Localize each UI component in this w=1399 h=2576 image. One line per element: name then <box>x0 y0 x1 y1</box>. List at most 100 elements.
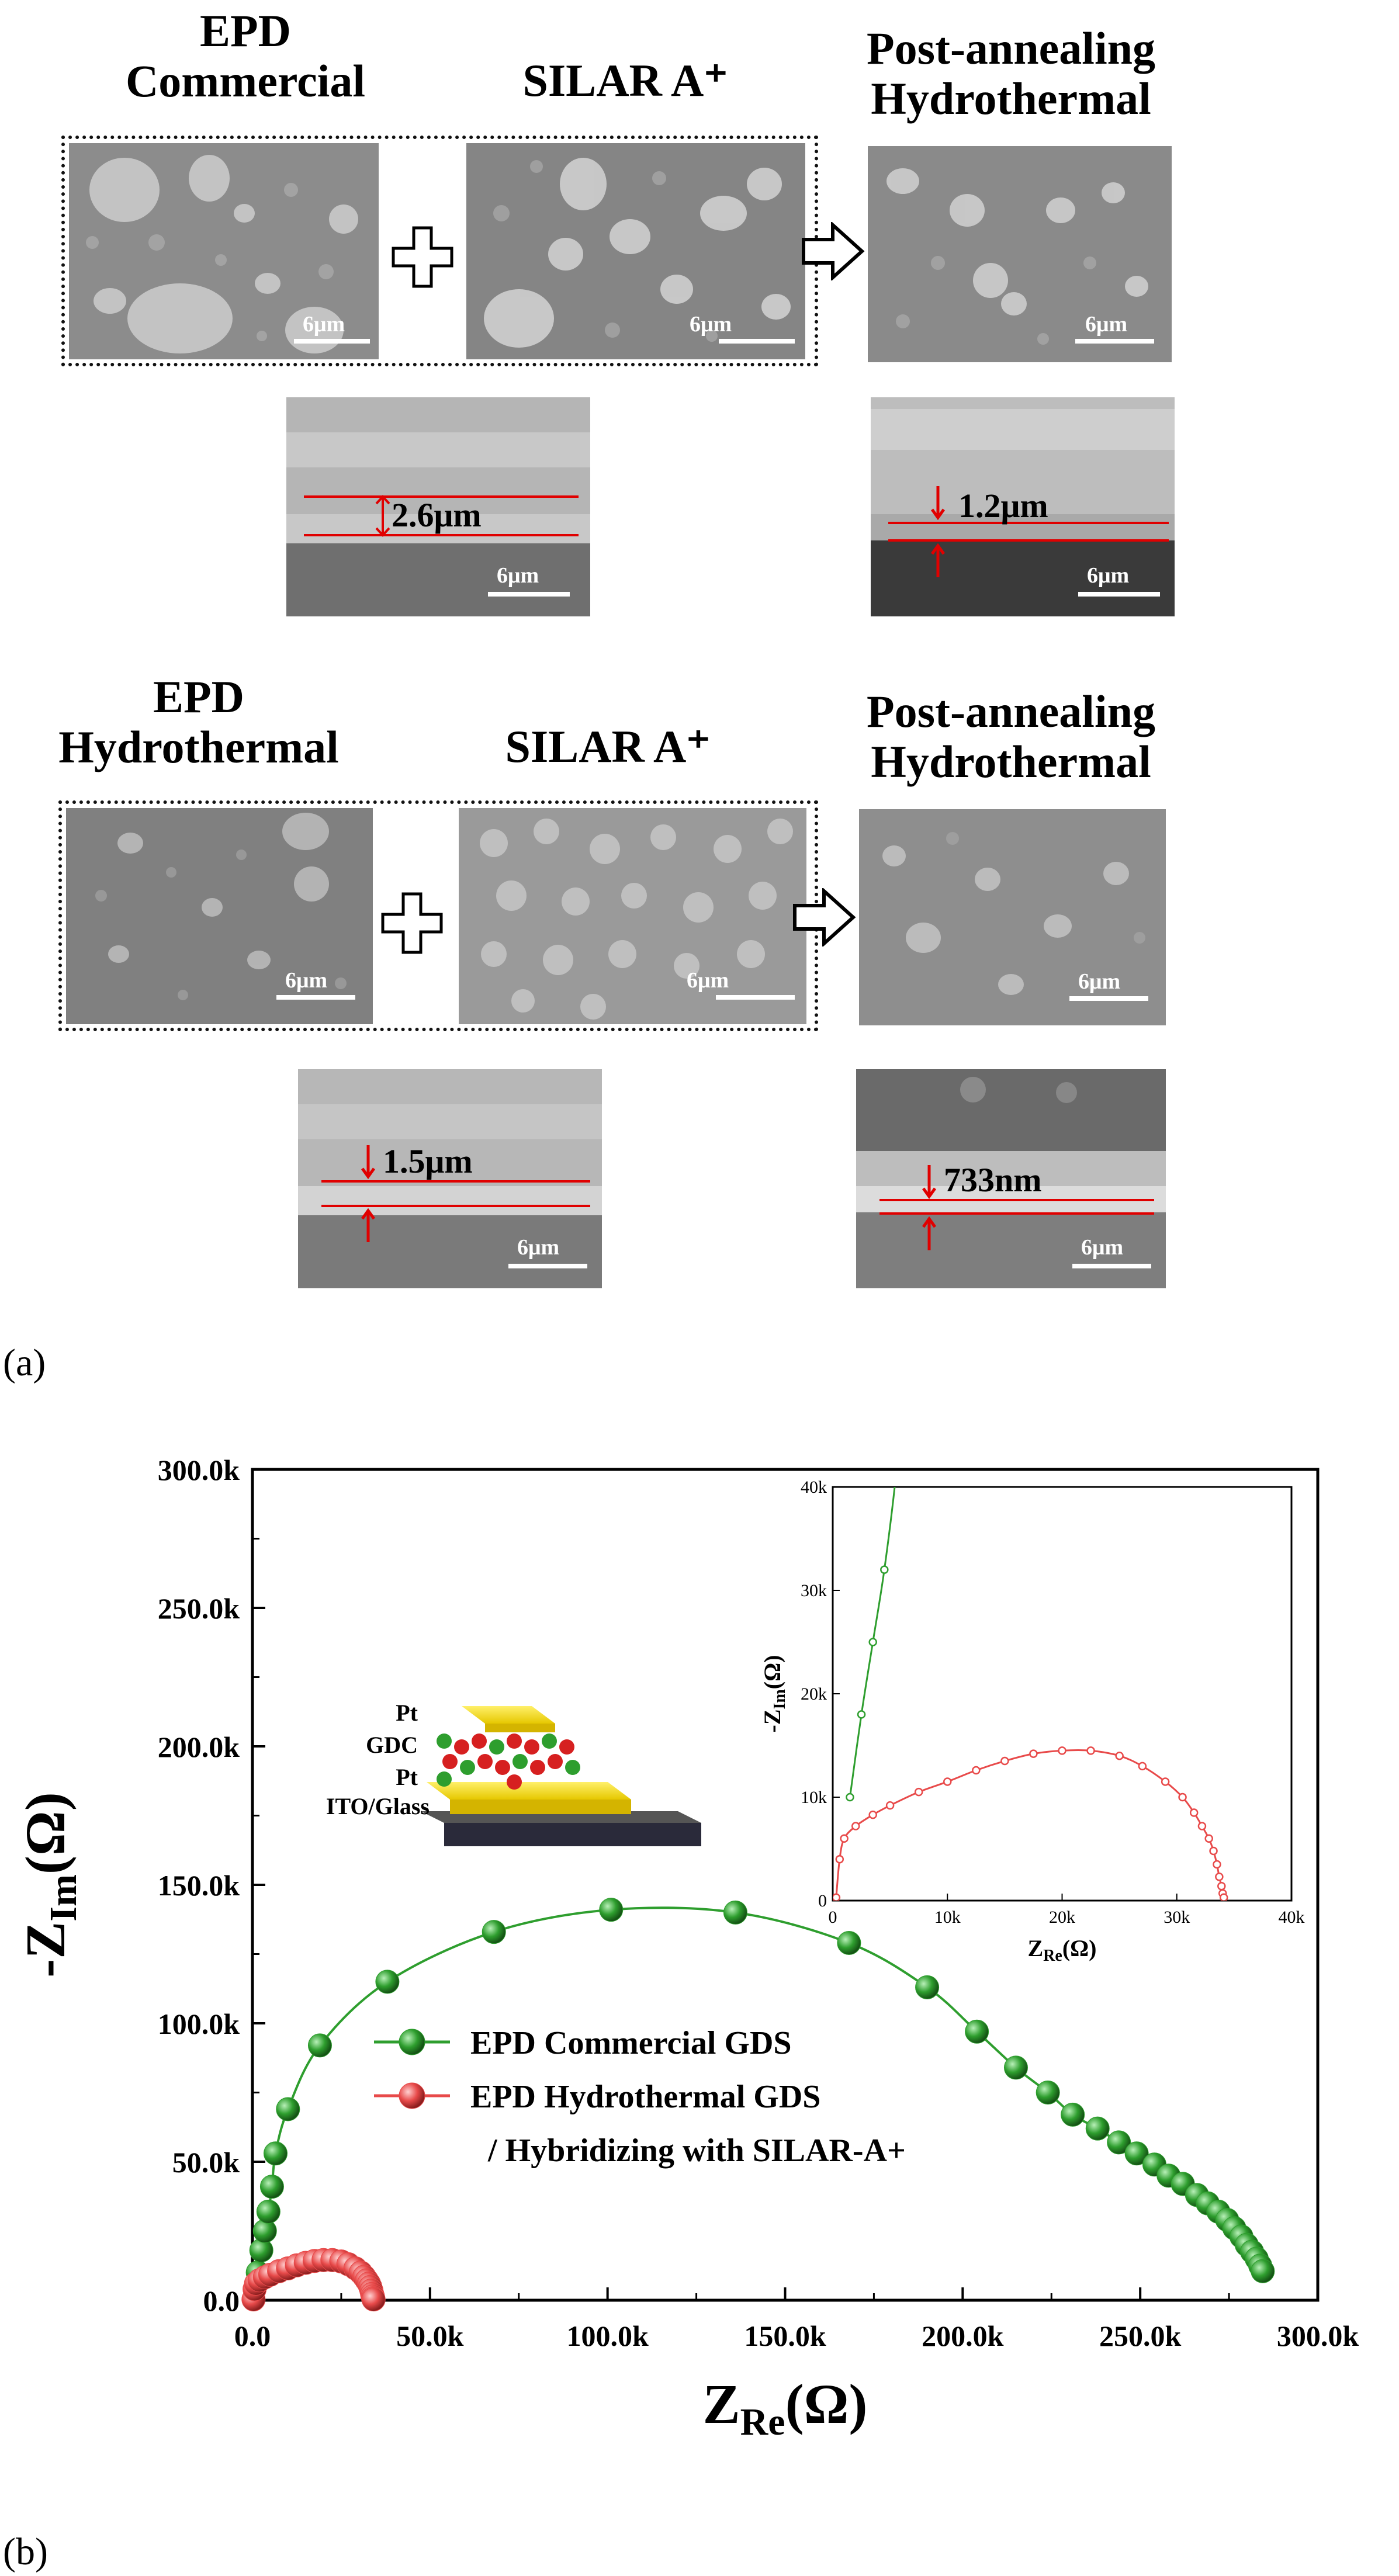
nyquist-chart: 0.0 50.0k 100.0k 150.0k 200.0k 250.0k 300.0k 0.… <box>14 1454 1359 2443</box>
cross-section-texture <box>856 1069 1166 1288</box>
x-axis-label-unit: (Ω) <box>785 2373 868 2435</box>
inset-data-point <box>1058 1746 1066 1755</box>
sem-texture <box>859 809 1166 1025</box>
inset-y-tick-label: 0 <box>818 1891 827 1911</box>
inset-data-point <box>1086 1746 1095 1755</box>
scalebar-label: 6μm <box>303 312 345 337</box>
row2-cross-section-left: 1.5μm 6μm <box>298 1069 602 1288</box>
scalebar <box>716 995 795 1000</box>
inset-data-point <box>1138 1762 1147 1771</box>
inset-series <box>833 1487 1228 1901</box>
plus-icon <box>390 225 455 292</box>
data-point <box>361 2287 386 2312</box>
row1-sem-post-annealing: 6μm <box>868 146 1172 362</box>
row2-cross-section-right: 733nm 6μm <box>856 1069 1166 1288</box>
legend-label-line2: / Hybridizing with SILAR-A+ <box>487 2133 906 2169</box>
data-point <box>259 2175 284 2199</box>
scalebar-label: 6μm <box>1087 563 1130 588</box>
inset-y-axis-label-prefix: -Z <box>759 1709 785 1732</box>
arrow-up-icon <box>359 1208 377 1243</box>
inset-frame <box>832 1486 1293 1902</box>
inset-data-point <box>885 1801 895 1810</box>
scalebar-label: 6μm <box>497 563 539 588</box>
row1-right-header: Post-annealing Hydrothermal <box>830 23 1192 124</box>
inset-data-point <box>972 1766 981 1775</box>
row1-cross-section-right: 1.2μm 6μm <box>871 397 1175 616</box>
inset-data-point <box>835 1854 844 1864</box>
inset-data-point <box>880 1565 889 1574</box>
row2-sem-silar: 6μm <box>459 808 806 1024</box>
data-point <box>1251 2259 1275 2283</box>
y-tick-label: 250.0k <box>158 1592 240 1625</box>
data-point <box>276 2097 300 2121</box>
schematic-label-pt-top: Pt <box>396 1700 418 1726</box>
data-point <box>1061 2102 1085 2127</box>
scalebar <box>1072 1264 1151 1268</box>
scalebar <box>508 1264 587 1268</box>
inset-data-point <box>1215 1873 1224 1881</box>
inset-y-tick-label: 40k <box>801 1478 827 1497</box>
inset-data-point <box>943 1777 952 1786</box>
panel-a-label: (a) <box>3 1341 46 1384</box>
schematic-gdc-particles <box>437 1733 580 1790</box>
schematic-label-pt-bottom: Pt <box>396 1764 418 1790</box>
schematic-label-gdc: GDC <box>366 1732 418 1758</box>
row1-mid-header: SILAR A⁺ <box>522 55 728 106</box>
x-tick-label: 250.0k <box>1099 2320 1182 2352</box>
schematic-pt-top <box>462 1706 555 1724</box>
inset-x-axis-label-sub: Re <box>1043 1947 1062 1965</box>
data-point <box>307 2033 332 2058</box>
thickness-line-top <box>888 522 1169 524</box>
thickness-label: 1.2μm <box>958 487 1048 525</box>
sem-texture <box>66 808 373 1024</box>
scalebar <box>294 339 370 344</box>
row1-right-header-line2: Hydrothermal <box>871 73 1151 124</box>
data-point <box>1107 2130 1131 2155</box>
arrow-up-icon <box>920 1216 938 1251</box>
main-series <box>241 1898 1275 2312</box>
row1-cross-section-left: 2.6μm 6μm <box>286 397 590 616</box>
arrow-right-icon <box>801 221 865 283</box>
inset-x-tick-label: 30k <box>1163 1908 1190 1927</box>
inset-x-tick-label: 10k <box>934 1908 961 1927</box>
inset-data-point <box>840 1834 849 1843</box>
inset-y-axis-label: -ZIm(Ω) <box>759 1655 789 1733</box>
inset-data-point <box>868 1810 877 1819</box>
legend: EPD Commercial GDS EPD Hydrothermal GDS / … <box>374 2025 906 2169</box>
row1-sem-silar: 6μm <box>466 143 805 359</box>
inset-data-point <box>1189 1808 1199 1817</box>
legend-marker <box>399 2082 425 2109</box>
thickness-line-bottom <box>304 534 579 536</box>
row2-mid-header: SILAR A⁺ <box>505 721 711 772</box>
thickness-label: 2.6μm <box>392 496 482 534</box>
arrow-right-icon <box>792 887 856 949</box>
row2-right-header-line1: Post-annealing <box>866 686 1156 737</box>
inset-y-tick-label: 20k <box>801 1684 827 1704</box>
cross-section-texture <box>871 397 1175 616</box>
inset-data-point <box>868 1638 877 1646</box>
inset-y-axis-label-sub: Im <box>771 1689 789 1709</box>
inset-x-tick-label: 40k <box>1279 1908 1305 1927</box>
scalebar <box>1069 996 1148 1001</box>
scalebar <box>488 592 570 597</box>
y-axis-label-prefix: -Z <box>14 1922 77 1978</box>
scalebar <box>1075 339 1154 344</box>
panel-b-label: (b) <box>3 2530 48 2573</box>
scalebar-label: 6μm <box>687 968 729 993</box>
x-tick-label: 200.0k <box>922 2320 1004 2352</box>
y-axis-label: -ZIm(Ω) <box>14 1792 85 1977</box>
arrow-up-icon <box>929 543 947 578</box>
thickness-line-top <box>304 495 579 498</box>
cross-section-texture <box>298 1069 602 1288</box>
inset-data-point <box>1161 1777 1170 1786</box>
x-axis-label-sub: Re <box>740 2401 785 2443</box>
sem-texture <box>459 808 806 1024</box>
y-tick-label: 0.0 <box>203 2284 240 2317</box>
inset-x-axis-label-unit: (Ω) <box>1062 1935 1097 1961</box>
legend-label: EPD Hydrothermal GDS <box>470 2079 820 2115</box>
inset-data-point <box>1197 1822 1207 1830</box>
row1-right-header-line1: Post-annealing <box>866 23 1156 74</box>
inset-data-point <box>833 1893 841 1901</box>
data-point <box>1124 2141 1149 2166</box>
